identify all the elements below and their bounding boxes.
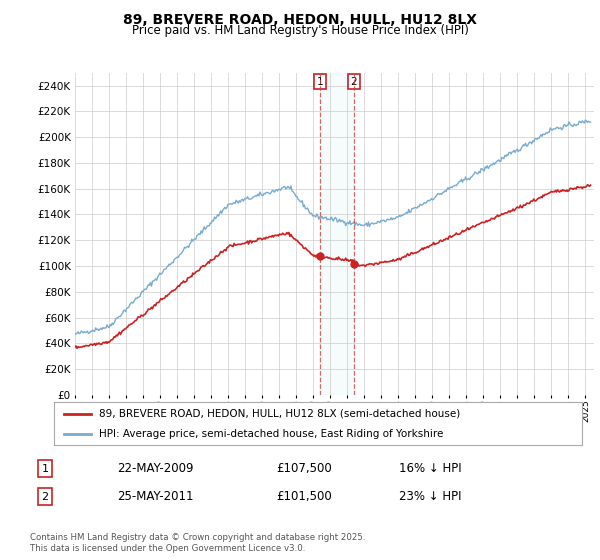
Text: 16% ↓ HPI: 16% ↓ HPI <box>399 462 461 475</box>
Text: 2: 2 <box>350 77 357 87</box>
Text: £101,500: £101,500 <box>276 490 332 503</box>
Text: 2: 2 <box>41 492 49 502</box>
Text: Contains HM Land Registry data © Crown copyright and database right 2025.
This d: Contains HM Land Registry data © Crown c… <box>30 533 365 553</box>
Text: 89, BREVERE ROAD, HEDON, HULL, HU12 8LX (semi-detached house): 89, BREVERE ROAD, HEDON, HULL, HU12 8LX … <box>99 409 460 419</box>
Text: 22-MAY-2009: 22-MAY-2009 <box>117 462 193 475</box>
Text: 1: 1 <box>317 77 323 87</box>
Text: 1: 1 <box>41 464 49 474</box>
Bar <box>320 73 354 395</box>
Text: £107,500: £107,500 <box>276 462 332 475</box>
Text: Price paid vs. HM Land Registry's House Price Index (HPI): Price paid vs. HM Land Registry's House … <box>131 24 469 37</box>
Text: HPI: Average price, semi-detached house, East Riding of Yorkshire: HPI: Average price, semi-detached house,… <box>99 428 443 438</box>
Text: 23% ↓ HPI: 23% ↓ HPI <box>399 490 461 503</box>
Text: 25-MAY-2011: 25-MAY-2011 <box>117 490 193 503</box>
Text: 89, BREVERE ROAD, HEDON, HULL, HU12 8LX: 89, BREVERE ROAD, HEDON, HULL, HU12 8LX <box>123 13 477 27</box>
